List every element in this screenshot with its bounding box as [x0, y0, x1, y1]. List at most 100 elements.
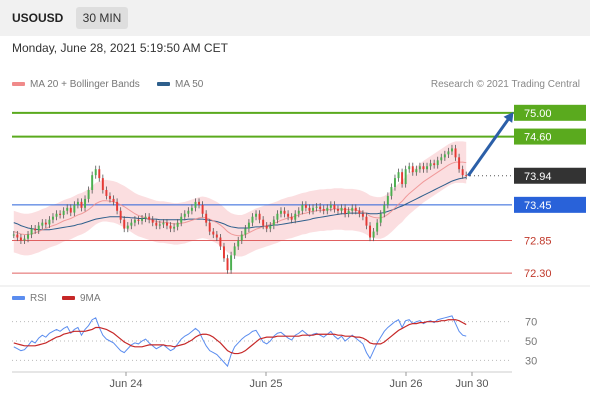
candle	[376, 219, 379, 236]
candle	[304, 201, 307, 212]
timeframe-button[interactable]: 30 MIN	[76, 7, 128, 29]
candle-body	[426, 166, 429, 170]
ma20-swatch-icon	[12, 82, 25, 87]
candle-body	[144, 216, 147, 219]
candle-body	[440, 157, 443, 161]
candle-body	[297, 210, 300, 214]
x-axis-tick-label: Jun 24	[109, 378, 142, 390]
candle	[393, 174, 396, 191]
candle	[379, 210, 382, 227]
candle-body	[27, 234, 30, 239]
candle-body	[126, 225, 129, 229]
candle	[180, 213, 183, 227]
candle-body	[244, 228, 247, 235]
candle-body	[358, 210, 361, 214]
candle	[98, 165, 101, 182]
candle-body	[329, 204, 332, 208]
rsi-line	[13, 315, 467, 368]
candle	[433, 159, 436, 169]
level-label-box	[514, 104, 586, 121]
candle	[326, 204, 329, 215]
candle-body	[194, 201, 197, 208]
candle-body	[183, 213, 186, 217]
candle	[440, 153, 443, 164]
candle	[76, 198, 79, 209]
candle-body	[404, 169, 407, 185]
candle	[222, 242, 225, 262]
candle-body	[418, 166, 421, 170]
level-label-current: 73.94	[524, 171, 552, 183]
candle-body	[379, 213, 382, 223]
candle-body	[148, 216, 151, 220]
candle-body	[37, 225, 40, 231]
candle	[12, 230, 15, 239]
candle	[194, 198, 197, 212]
candle	[119, 207, 122, 224]
level-label-pivot: 73.45	[524, 200, 552, 212]
candle	[461, 165, 464, 179]
candle	[258, 210, 261, 224]
candle	[450, 144, 453, 155]
candle-body	[34, 228, 37, 231]
candle-body	[390, 187, 393, 196]
candle	[422, 162, 425, 173]
candle	[322, 205, 325, 215]
candle-body	[240, 234, 243, 241]
candle-body	[62, 210, 65, 215]
candle	[333, 201, 336, 213]
candle-body	[158, 224, 161, 226]
candle-body	[73, 204, 76, 213]
candle	[240, 230, 243, 245]
candle-body	[201, 204, 204, 214]
candle	[162, 219, 165, 228]
candle	[354, 204, 357, 215]
candle-body	[180, 216, 183, 223]
candle	[319, 203, 322, 213]
legend-ma50-label: MA 50	[175, 79, 204, 90]
candle-body	[237, 240, 240, 247]
candle-body	[319, 206, 322, 209]
candle-body	[276, 213, 279, 220]
candle	[59, 210, 62, 219]
candle-body	[165, 222, 168, 226]
candle-body	[133, 219, 136, 223]
candle-body	[461, 169, 464, 176]
legend-9ma-label: 9MA	[80, 293, 101, 304]
candle	[397, 168, 400, 182]
candle-body	[215, 234, 218, 238]
candle-body	[287, 213, 290, 217]
candle-body	[262, 219, 265, 226]
candle-body	[212, 231, 215, 235]
candle	[173, 223, 176, 233]
candle-body	[169, 225, 172, 229]
x-axis-tick-label: Jun 25	[249, 378, 282, 390]
candle-body	[112, 198, 115, 202]
candle-body	[376, 222, 379, 232]
candle	[408, 162, 411, 173]
level-label-box	[514, 167, 586, 184]
candle-body	[351, 207, 354, 211]
candle-body	[272, 219, 275, 226]
candle	[19, 233, 22, 245]
candle-body	[23, 238, 26, 241]
candle	[91, 171, 94, 194]
candle	[233, 242, 236, 259]
candle	[208, 219, 211, 236]
candle-body	[347, 210, 350, 214]
candle	[73, 201, 76, 217]
candle-body	[94, 169, 97, 176]
candle-body	[269, 225, 272, 229]
candle	[55, 210, 58, 221]
candle-body	[219, 237, 222, 247]
candle	[190, 204, 193, 215]
candle	[365, 213, 368, 230]
candle-body	[176, 222, 179, 227]
candle	[105, 186, 108, 200]
level-label-box	[514, 128, 586, 145]
candle	[84, 195, 87, 212]
candle-body	[151, 219, 154, 223]
candle-body	[30, 228, 33, 235]
level-label-resistance: 74.60	[524, 132, 552, 144]
candle	[279, 207, 282, 218]
